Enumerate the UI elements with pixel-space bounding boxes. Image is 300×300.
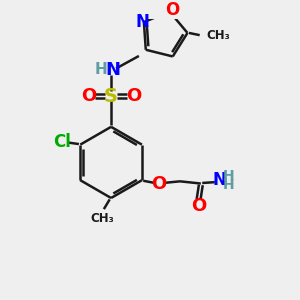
Text: N: N <box>105 61 120 79</box>
Text: O: O <box>191 197 206 215</box>
Text: O: O <box>126 87 141 105</box>
Text: N: N <box>136 13 149 31</box>
Text: H: H <box>223 169 235 183</box>
Text: O: O <box>81 87 97 105</box>
Text: O: O <box>165 1 179 19</box>
Text: S: S <box>104 87 118 106</box>
Text: O: O <box>152 175 167 193</box>
Text: H: H <box>94 62 107 77</box>
Text: Cl: Cl <box>53 133 70 151</box>
Text: CH₃: CH₃ <box>206 29 230 42</box>
Text: N: N <box>213 171 227 189</box>
Text: H: H <box>223 178 235 193</box>
Text: CH₃: CH₃ <box>90 212 114 225</box>
